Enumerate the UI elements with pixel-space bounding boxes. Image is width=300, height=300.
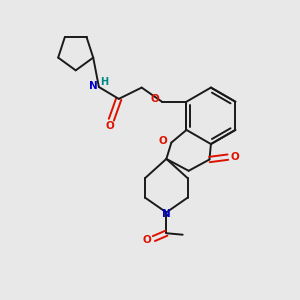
Text: O: O	[143, 235, 152, 245]
Text: O: O	[151, 94, 160, 104]
Text: O: O	[159, 136, 167, 146]
Text: N: N	[162, 209, 171, 219]
Text: H: H	[100, 76, 108, 87]
Text: O: O	[106, 121, 114, 131]
Text: O: O	[230, 152, 239, 162]
Text: N: N	[89, 80, 98, 91]
